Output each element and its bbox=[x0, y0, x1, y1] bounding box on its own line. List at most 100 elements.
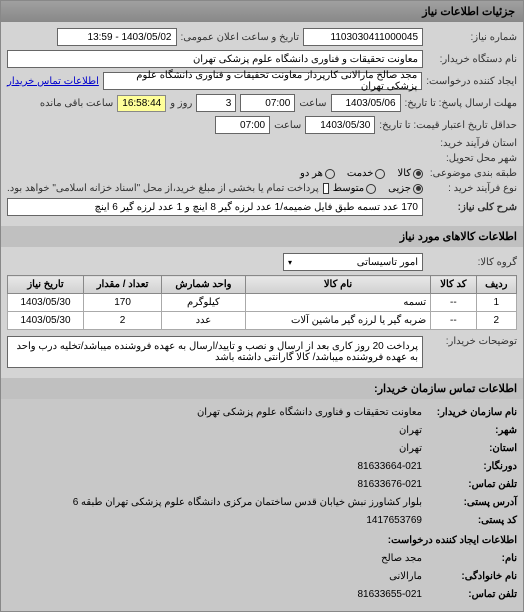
radio-service[interactable]: خدمت bbox=[347, 168, 386, 179]
group-dropdown[interactable]: امور تاسیساتی bbox=[283, 253, 423, 271]
contact-city-row: شهر: تهران bbox=[7, 423, 517, 439]
cell-name: ضربه گیر یا لرزه گیر ماشین آلات bbox=[245, 312, 430, 330]
province-c-label: استان: bbox=[422, 441, 517, 457]
radio-small-label: جزیی bbox=[388, 183, 411, 194]
requester-value: معاونت تحقیقات و فناوری دانشگاه علوم پزش… bbox=[7, 50, 423, 68]
address-label: آدرس پستی: bbox=[422, 495, 517, 511]
keyword-value: 170 عدد تسمه طبق فایل ضمیمه/1 عدد لرزه گ… bbox=[7, 198, 423, 216]
contact-section: نام سازمان خریدار: معاونت تحقیقات و فناو… bbox=[1, 399, 523, 611]
validity-label: حداقل تاریخ اعتبار قیمت: تا تاریخ: bbox=[379, 120, 517, 131]
remaining-time: 16:58:44 bbox=[117, 95, 166, 112]
deadline-time: 07:00 bbox=[240, 94, 295, 112]
radio-service-label: خدمت bbox=[347, 168, 374, 179]
public-datetime-value: 1403/05/02 - 13:59 bbox=[57, 28, 177, 46]
creator-label: ایجاد کننده درخواست: bbox=[426, 76, 517, 87]
phone2-value: 81633655-021 bbox=[357, 587, 422, 603]
time-label-2: ساعت bbox=[274, 120, 301, 131]
th-unit: واحد شمارش bbox=[162, 276, 246, 294]
header-bar: جزئیات اطلاعات نیاز bbox=[1, 1, 523, 22]
contact-address-row: آدرس پستی: بلوار کشاورز نبش خیابان قدس س… bbox=[7, 495, 517, 511]
row-province: استان فرآیند خرید: bbox=[7, 138, 517, 149]
goods-section-title: اطلاعات کالاهای مورد نیاز bbox=[1, 226, 523, 247]
row-group: گروه کالا: امور تاسیساتی bbox=[7, 253, 517, 271]
contact-postal-row: کد پستی: 1417653769 bbox=[7, 513, 517, 529]
row-city: شهر محل تحویل: bbox=[7, 153, 517, 164]
creator-value: مجد صالح مارالانی کارپرداز معاونت تحقیقا… bbox=[103, 72, 422, 90]
radio-medium-label: متوسط bbox=[333, 183, 364, 194]
notes-content: پرداخت 20 روز کاری بعد از ارسال و نصب و … bbox=[7, 336, 423, 368]
family-label: نام خانوادگی: bbox=[422, 569, 517, 585]
group-label: گروه کالا: bbox=[427, 257, 517, 268]
cell-date: 1403/05/30 bbox=[8, 294, 84, 312]
radio-both[interactable]: هر دو bbox=[300, 168, 335, 179]
contact-name-row: نام: مجد صالح bbox=[7, 551, 517, 567]
row-deadline: مهلت ارسال پاسخ: تا تاریخ: 1403/05/06 سا… bbox=[7, 94, 517, 112]
radio-medium[interactable]: متوسط bbox=[333, 183, 376, 194]
province-c-value: تهران bbox=[399, 441, 422, 457]
goods-table: ردیف کد کالا نام کالا واحد شمارش تعداد /… bbox=[7, 275, 517, 330]
postal-value: 1417653769 bbox=[366, 513, 422, 529]
category-radios: کالا خدمت هر دو bbox=[300, 168, 423, 179]
category-label: طبقه بندی موضوعی: bbox=[427, 168, 517, 179]
row-process: نوع فرآیند خرید : جزیی متوسط پرداخت تمام… bbox=[7, 183, 517, 194]
th-date: تاریخ نیاز bbox=[8, 276, 84, 294]
cell-code: -- bbox=[431, 294, 476, 312]
radio-both-label: هر دو bbox=[300, 168, 323, 179]
radio-small[interactable]: جزیی bbox=[388, 183, 423, 194]
validity-time: 07:00 bbox=[215, 116, 270, 134]
radio-small-dot bbox=[413, 184, 423, 194]
validity-date: 1403/05/30 bbox=[305, 116, 375, 134]
main-panel: جزئیات اطلاعات نیاز شماره نیاز: 11030304… bbox=[0, 0, 524, 612]
cell-row: 2 bbox=[476, 312, 516, 330]
table-row: 2 -- ضربه گیر یا لرزه گیر ماشین آلات عدد… bbox=[8, 312, 517, 330]
row-requester: نام دستگاه خریدار: معاونت تحقیقات و فناو… bbox=[7, 50, 517, 68]
cell-code: -- bbox=[431, 312, 476, 330]
need-number-value: 1103030411000045 bbox=[303, 28, 423, 46]
keyword-label: شرح کلی نیاز: bbox=[427, 202, 517, 213]
address-value: بلوار کشاورز نبش خیابان قدس ساختمان مرکز… bbox=[73, 495, 422, 511]
radio-all-label: کالا bbox=[397, 168, 411, 179]
phone-label: تلفن تماس: bbox=[422, 477, 517, 493]
deadline-label: مهلت ارسال پاسخ: تا تاریخ: bbox=[405, 98, 517, 109]
table-header-row: ردیف کد کالا نام کالا واحد شمارش تعداد /… bbox=[8, 276, 517, 294]
org-label: نام سازمان خریدار: bbox=[422, 405, 517, 421]
radio-both-dot bbox=[325, 169, 335, 179]
name-value: مجد صالح bbox=[381, 551, 422, 567]
contact-org-row: نام سازمان خریدار: معاونت تحقیقات و فناو… bbox=[7, 405, 517, 421]
province-label: استان فرآیند خرید: bbox=[427, 138, 517, 149]
contact-section-title: اطلاعات تماس سازمان خریدار: bbox=[1, 378, 523, 399]
remaining-label: ساعت باقی مانده bbox=[40, 98, 113, 109]
contact-phone2-row: تلفن تماس: 81633655-021 bbox=[7, 587, 517, 603]
row-category: طبقه بندی موضوعی: کالا خدمت هر دو bbox=[7, 168, 517, 179]
notes-label: توضیحات خریدار: bbox=[427, 336, 517, 347]
cell-qty: 2 bbox=[84, 312, 162, 330]
process-radios: جزیی متوسط bbox=[333, 183, 423, 194]
radio-medium-dot bbox=[366, 184, 376, 194]
radio-service-dot bbox=[375, 169, 385, 179]
phone2-label: تلفن تماس: bbox=[422, 587, 517, 603]
cell-row: 1 bbox=[476, 294, 516, 312]
cell-unit: عدد bbox=[162, 312, 246, 330]
creator-header: اطلاعات ایجاد کننده درخواست: bbox=[388, 533, 517, 549]
radio-all[interactable]: کالا bbox=[397, 168, 423, 179]
th-qty: تعداد / مقدار bbox=[84, 276, 162, 294]
requester-label: نام دستگاه خریدار: bbox=[427, 54, 517, 65]
days-label: روز و bbox=[170, 98, 192, 109]
row-creator: ایجاد کننده درخواست: مجد صالح مارالانی ک… bbox=[7, 72, 517, 90]
time-label-1: ساعت bbox=[299, 98, 326, 109]
fax-value: 81633664-021 bbox=[357, 459, 422, 475]
table-row: 1 -- تسمه کیلوگرم 170 1403/05/30 bbox=[8, 294, 517, 312]
payment-checkbox[interactable] bbox=[323, 183, 329, 194]
days-value: 3 bbox=[196, 94, 236, 112]
process-label: نوع فرآیند خرید : bbox=[427, 183, 517, 194]
city-label: شهر محل تحویل: bbox=[427, 153, 517, 164]
contact-family-row: نام خانوادگی: مارالانی bbox=[7, 569, 517, 585]
group-value: امور تاسیساتی bbox=[357, 257, 418, 268]
row-notes: توضیحات خریدار: پرداخت 20 روز کاری بعد ا… bbox=[7, 336, 517, 368]
contact-link[interactable]: اطلاعات تماس خریدار bbox=[7, 76, 99, 87]
form-section: شماره نیاز: 1103030411000045 تاریخ و ساع… bbox=[1, 22, 523, 226]
cell-unit: کیلوگرم bbox=[162, 294, 246, 312]
city-c-value: تهران bbox=[399, 423, 422, 439]
creator-header-row: اطلاعات ایجاد کننده درخواست: bbox=[7, 533, 517, 549]
cell-name: تسمه bbox=[245, 294, 430, 312]
